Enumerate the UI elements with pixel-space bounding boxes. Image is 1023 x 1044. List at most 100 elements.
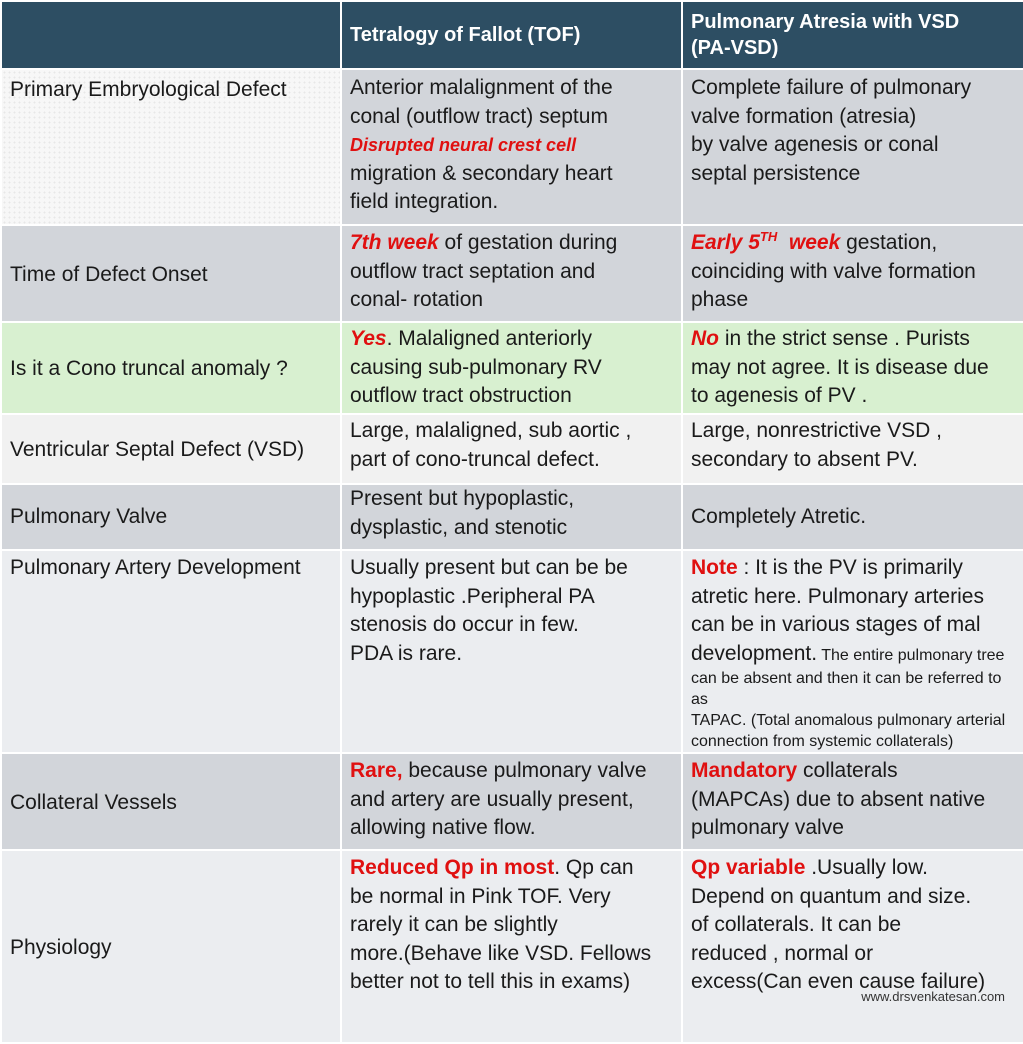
text-line: Rare, because pulmonary valve — [350, 757, 673, 786]
highlight-text: Qp variable — [691, 856, 806, 879]
text-line: rarely it can be slightly — [350, 913, 558, 936]
pa-vsd-cell: No in the strict sense . Purists may not… — [681, 321, 1023, 415]
small-note: connection from systemic collaterals) — [691, 733, 954, 750]
tof-cell: Large, malaligned, sub aortic , part of … — [340, 413, 683, 485]
small-note: TAPAC. (Total anomalous pulmonary arteri… — [691, 712, 1006, 729]
pa-vsd-cell: Completely Atretic. — [681, 483, 1023, 551]
row-label: Ventricular Septal Defect (VSD) — [0, 413, 342, 485]
text-line: may not agree. It is disease due — [691, 355, 989, 379]
tof-cell: Yes. Malaligned anteriorly causing sub-p… — [340, 321, 683, 415]
text-line: Complete failure of pulmonary — [691, 76, 972, 99]
row-conotruncal-anomaly: Is it a Cono truncal anomaly ? Yes. Mala… — [0, 321, 1023, 415]
text-line: No in the strict sense . Purists — [691, 325, 1015, 354]
text-line: hypoplastic .Peripheral PA — [350, 584, 595, 608]
text-line: septal persistence — [691, 161, 861, 185]
small-note: The entire pulmonary tree — [817, 646, 1005, 664]
text-fragment: .Usually low. — [805, 856, 928, 879]
text-line: by valve agenesis or conal — [691, 133, 939, 156]
row-physiology: Physiology Reduced Qp in most. Qp can be… — [0, 849, 1023, 1044]
text-line: Large, nonrestrictive VSD , — [691, 419, 942, 442]
tof-cell: 7th week of gestation during outflow tra… — [340, 224, 683, 323]
website-credit: www.drsvenkatesan.com — [861, 989, 1005, 1004]
text-line: Reduced Qp in most. Qp can — [350, 854, 673, 883]
text-line: Completely Atretic. — [691, 504, 867, 528]
text-line: Mandatory collaterals — [691, 757, 1015, 786]
highlight-superscript: TH — [759, 229, 778, 244]
row-label: Time of Defect Onset — [0, 224, 342, 323]
text-line: Present but hypoplastic, — [350, 487, 575, 510]
row-label: Is it a Cono truncal anomaly ? — [0, 321, 342, 415]
highlight-text: Rare, — [350, 759, 403, 782]
text-line: dysplastic, and stenotic — [350, 515, 568, 539]
text-line: field integration. — [350, 190, 499, 213]
small-note: can be absent and then it can be referre… — [691, 670, 1002, 708]
row-collateral-vessels: Collateral Vessels Rare, because pulmona… — [0, 752, 1023, 851]
text-fragment: development. — [691, 641, 818, 665]
row-label: Physiology — [0, 849, 342, 1044]
text-fragment: in the strict sense . Purists — [719, 327, 970, 350]
text-line: conal- rotation — [350, 288, 484, 311]
highlight-text: Reduced Qp in most — [350, 856, 555, 879]
highlight-text: Note — [691, 556, 738, 579]
text-line: pulmonary valve — [691, 816, 844, 839]
text-line: be normal in Pink TOF. Very — [350, 884, 611, 908]
text-line: reduced , normal or — [691, 941, 874, 965]
text-line: migration & secondary heart — [350, 161, 613, 185]
header-pa-vsd-line2: (PA-VSD) — [691, 37, 779, 59]
text-line: stenosis do occur in few. — [350, 613, 579, 636]
row-label: Collateral Vessels — [0, 752, 342, 851]
tof-cell: Anterior malalignment of the conal (outf… — [340, 68, 683, 226]
row-label: Primary Embryological Defect — [0, 68, 342, 226]
text-line: more.(Behave like VSD. Fellows — [350, 941, 652, 965]
highlight-text: Mandatory — [691, 759, 798, 782]
tof-cell: Usually present but can be be hypoplasti… — [340, 549, 683, 754]
text-line: and artery are usually present, — [350, 787, 634, 811]
text-line: better not to tell this in exams) — [350, 970, 631, 993]
highlight-text: No — [691, 327, 719, 350]
row-label: Pulmonary Valve — [0, 483, 342, 551]
text-fragment: of gestation during — [438, 231, 618, 254]
header-row: Tetralogy of Fallot (TOF) Pulmonary Atre… — [0, 0, 1023, 70]
text-line: 7th week of gestation during — [350, 229, 673, 258]
text-line: Yes. Malaligned anteriorly — [350, 325, 673, 354]
pa-vsd-cell: Note : It is the PV is primarily atretic… — [681, 549, 1023, 754]
text-line: Note : It is the PV is primarily — [691, 554, 1015, 583]
text-line: can be in various stages of mal — [691, 613, 981, 636]
text-line: conal (outflow tract) septum — [350, 104, 608, 128]
pa-vsd-cell: Qp variable .Usually low. Depend on quan… — [681, 849, 1023, 1044]
text-line: outflow tract obstruction — [350, 384, 572, 407]
pa-vsd-cell: Complete failure of pulmonary valve form… — [681, 68, 1023, 226]
highlight-text: Disrupted neural crest cell — [350, 135, 577, 155]
text-line: Large, malaligned, sub aortic , — [350, 419, 632, 442]
header-tof-label: Tetralogy of Fallot (TOF) — [350, 24, 581, 46]
text-fragment: gestation, — [840, 231, 938, 254]
text-line: Depend on quantum and size. — [691, 884, 972, 908]
row-embryological-defect: Primary Embryological Defect Anterior ma… — [0, 68, 1023, 226]
text-line: outflow tract septation and — [350, 259, 596, 283]
highlight-text: Yes — [350, 327, 387, 350]
highlight-text: 7th week — [350, 231, 439, 254]
header-pa-vsd-line1: Pulmonary Atresia with VSD — [691, 11, 960, 33]
text-line: allowing native flow. — [350, 816, 536, 839]
text-line: Anterior malalignment of the — [350, 76, 613, 99]
text-fragment: . Malaligned anteriorly — [386, 327, 593, 350]
text-line: part of cono-truncal defect. — [350, 447, 600, 471]
text-line: of collaterals. It can be — [691, 913, 902, 936]
tof-cell: Rare, because pulmonary valve and artery… — [340, 752, 683, 851]
row-pulmonary-valve: Pulmonary Valve Present but hypoplastic,… — [0, 483, 1023, 551]
text-line: (MAPCAs) due to absent native — [691, 787, 986, 811]
text-line: secondary to absent PV. — [691, 447, 918, 471]
text-fragment: collaterals — [797, 759, 898, 782]
header-pa-vsd: Pulmonary Atresia with VSD (PA-VSD) — [681, 0, 1023, 70]
tof-cell: Present but hypoplastic, dysplastic, and… — [340, 483, 683, 551]
text-line: PDA is rare. — [350, 641, 463, 665]
text-fragment: : It is the PV is primarily — [737, 556, 963, 579]
highlight-text: Early 5 — [691, 231, 760, 254]
text-fragment: . Qp can — [554, 856, 634, 879]
tof-cell: Reduced Qp in most. Qp can be normal in … — [340, 849, 683, 1044]
text-line: Early 5TH week gestation, — [691, 229, 1015, 258]
text-line: causing sub-pulmonary RV — [350, 355, 602, 379]
pa-vsd-cell: Mandatory collaterals (MAPCAs) due to ab… — [681, 752, 1023, 851]
